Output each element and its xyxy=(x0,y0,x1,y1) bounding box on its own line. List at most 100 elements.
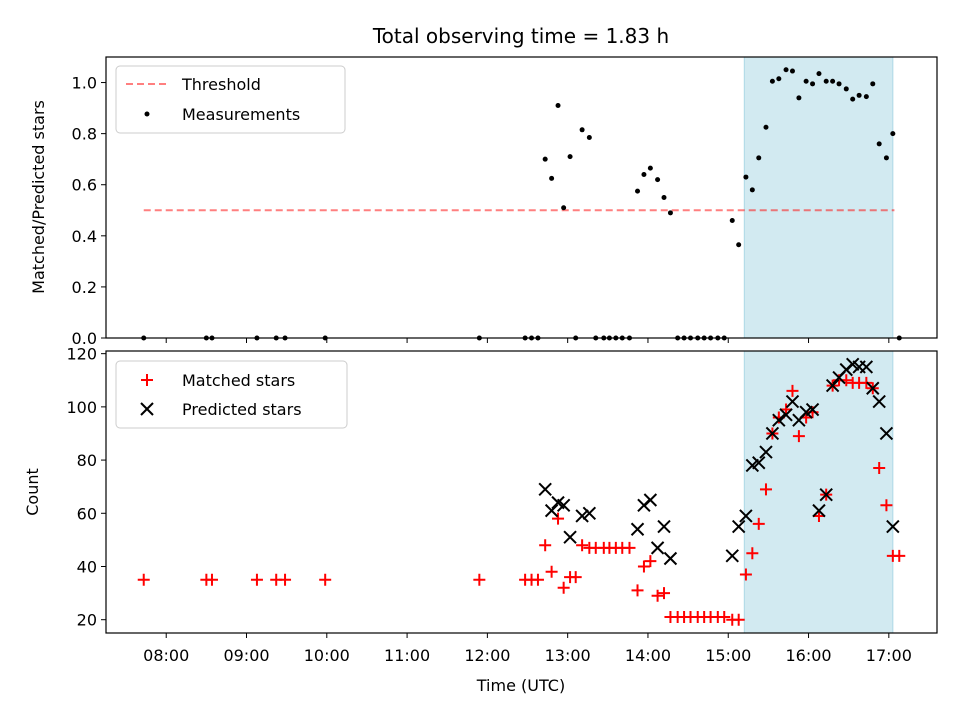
predicted-star-point xyxy=(563,530,577,544)
matched-star-point xyxy=(552,512,565,525)
measurement-point xyxy=(810,81,816,87)
measurement-point xyxy=(769,78,775,84)
matched-star-point xyxy=(739,568,752,581)
measurement-point xyxy=(736,242,742,248)
matched-star-point xyxy=(545,565,558,578)
predicted-star-point xyxy=(812,503,826,518)
matched-legend-marker xyxy=(141,374,153,386)
predicted-star-point xyxy=(731,519,746,534)
measurement-point xyxy=(783,67,789,73)
measurement-point xyxy=(883,155,889,161)
predicted-star-point xyxy=(805,402,820,417)
matched-star-point xyxy=(752,517,765,530)
matched-star-point xyxy=(531,573,544,586)
matched-star-point xyxy=(873,462,886,475)
measurement-point xyxy=(555,103,561,109)
predicted-star-point xyxy=(582,506,597,520)
bottom-legend: Matched stars Predicted stars xyxy=(115,360,348,429)
measurement-point xyxy=(776,76,782,82)
measurement-point xyxy=(641,172,647,178)
top-y-tick-label: 0.2 xyxy=(72,278,97,297)
predicted-star-point xyxy=(544,503,559,518)
measurement-point xyxy=(549,175,555,181)
predicted-star-point xyxy=(785,394,800,409)
x-tick-label: 08:00 xyxy=(143,646,189,665)
predicted-legend-label: Predicted stars xyxy=(182,400,302,419)
bot-y-tick-label: 80 xyxy=(77,451,97,470)
bot-highlight-span xyxy=(743,350,894,634)
matched-star-point xyxy=(644,555,657,568)
predicted-star-point xyxy=(725,549,739,563)
measurement-point xyxy=(647,165,653,171)
predicted-star-point xyxy=(819,487,833,502)
bottom-panel-frame xyxy=(105,350,938,634)
measurement-point xyxy=(743,174,749,180)
x-tick-label: 09:00 xyxy=(223,646,269,665)
measurement-point xyxy=(567,154,573,160)
predicted-star-point xyxy=(859,360,874,374)
matched-star-point xyxy=(637,560,650,573)
measurement-point xyxy=(789,68,795,74)
measurement-point xyxy=(655,177,661,183)
matched-star-point xyxy=(623,541,636,554)
predicted-star-point xyxy=(657,519,671,534)
measurement-point xyxy=(756,155,762,161)
top-y-tick-label: 0.0 xyxy=(72,329,97,348)
threshold-legend-label: Threshold xyxy=(181,75,261,94)
x-tick-label: 15:00 xyxy=(705,646,751,665)
measurement-point xyxy=(863,94,869,100)
predicted-star-point xyxy=(879,426,894,441)
matched-star-point xyxy=(718,611,731,624)
measurement-point xyxy=(876,141,882,147)
matched-star-point xyxy=(250,573,263,586)
measurement-point xyxy=(870,81,876,87)
top-y-tick-label: 0.6 xyxy=(72,176,97,195)
bottom-legend-box xyxy=(115,360,348,429)
measurement-point xyxy=(729,217,735,223)
predicted-star-point xyxy=(663,551,678,566)
matched-star-point xyxy=(786,384,799,397)
measurement-point xyxy=(890,131,896,137)
top-legend: Threshold Measurements xyxy=(115,65,346,134)
predicted-star-point xyxy=(752,456,766,470)
bot-y-tick-label: 40 xyxy=(77,557,97,576)
predicted-star-point xyxy=(765,426,780,441)
matched-star-point xyxy=(893,549,906,562)
predicted-star-point xyxy=(825,378,840,393)
matched-star-point xyxy=(651,589,664,602)
measurement-point xyxy=(816,71,822,77)
measurement-point xyxy=(763,124,769,130)
top-y-tick-label: 0.4 xyxy=(72,227,97,246)
matched-star-point xyxy=(746,547,759,560)
predicted-star-point xyxy=(630,522,645,536)
measurement-point xyxy=(803,78,809,84)
x-tick-label: 14:00 xyxy=(625,646,671,665)
predicted-star-point xyxy=(538,482,552,497)
predicted-star-point xyxy=(650,541,665,555)
top-highlight-span xyxy=(743,56,894,339)
predicted-legend-marker xyxy=(140,402,154,416)
matched-legend-label: Matched stars xyxy=(182,371,295,390)
matched-star-point xyxy=(880,499,893,512)
matched-star-point xyxy=(631,584,644,597)
predicted-star-point xyxy=(759,445,773,459)
matched-star-point xyxy=(557,581,570,594)
matched-star-point xyxy=(732,613,745,626)
measurement-point xyxy=(836,81,842,87)
matched-star-point xyxy=(205,573,218,586)
measurement-point xyxy=(823,78,829,84)
top-panel-frame xyxy=(105,56,938,339)
x-tick-label: 12:00 xyxy=(464,646,510,665)
predicted-star-point xyxy=(866,381,880,395)
top-y-tick-label: 1.0 xyxy=(72,74,97,93)
predicted-star-point xyxy=(872,394,886,409)
x-axis-label: Time (UTC) xyxy=(476,676,565,695)
top-y-tick-label: 0.8 xyxy=(72,125,97,144)
measurement-point xyxy=(843,86,849,92)
x-tick-label: 16:00 xyxy=(785,646,831,665)
matched-star-point xyxy=(759,483,772,496)
x-tick-label: 10:00 xyxy=(304,646,350,665)
measurement-point xyxy=(635,188,641,194)
top-y-axis-label: Matched/Predicted stars xyxy=(29,100,48,294)
matched-star-point xyxy=(279,573,292,586)
